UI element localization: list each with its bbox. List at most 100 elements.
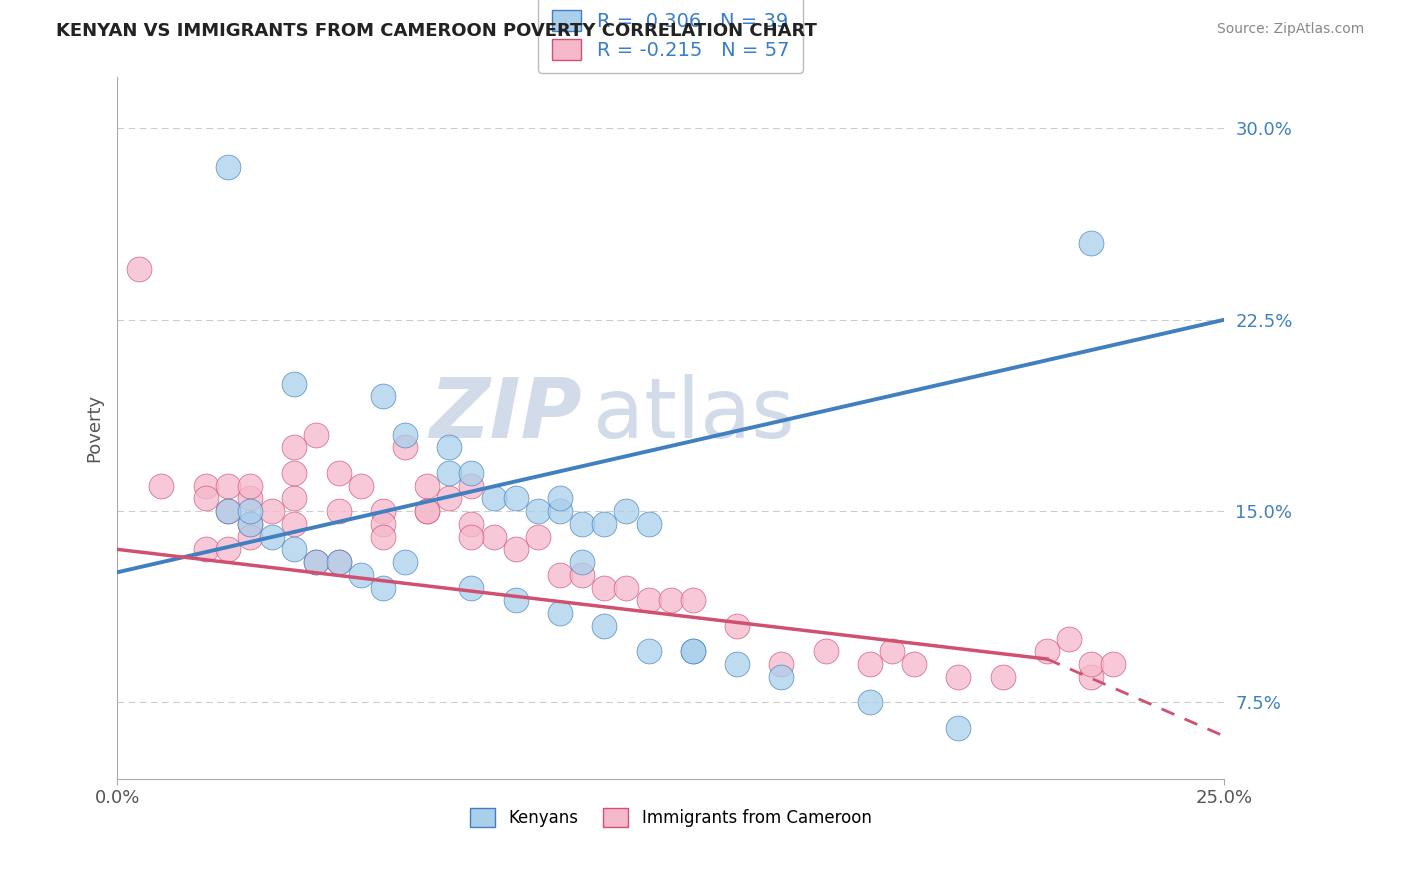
Point	[416, 504, 439, 518]
Point	[439, 440, 461, 454]
Point	[460, 516, 482, 531]
Point	[328, 504, 350, 518]
Point	[880, 644, 903, 658]
Point	[371, 581, 394, 595]
Point	[770, 657, 793, 672]
Point	[439, 491, 461, 506]
Point	[150, 478, 173, 492]
Point	[859, 657, 882, 672]
Point	[593, 516, 616, 531]
Point	[725, 619, 748, 633]
Point	[371, 530, 394, 544]
Point	[814, 644, 837, 658]
Point	[1080, 670, 1102, 684]
Point	[482, 491, 505, 506]
Point	[350, 478, 373, 492]
Point	[371, 389, 394, 403]
Point	[128, 261, 150, 276]
Point	[505, 593, 527, 607]
Point	[305, 555, 328, 569]
Point	[394, 555, 416, 569]
Point	[682, 593, 704, 607]
Point	[505, 491, 527, 506]
Point	[991, 670, 1014, 684]
Point	[194, 491, 217, 506]
Point	[371, 516, 394, 531]
Point	[328, 555, 350, 569]
Point	[239, 504, 262, 518]
Legend: Kenyans, Immigrants from Cameroon: Kenyans, Immigrants from Cameroon	[463, 802, 879, 834]
Point	[239, 516, 262, 531]
Point	[239, 491, 262, 506]
Point	[614, 581, 637, 595]
Point	[725, 657, 748, 672]
Point	[460, 478, 482, 492]
Point	[770, 670, 793, 684]
Point	[571, 516, 593, 531]
Point	[194, 542, 217, 557]
Point	[262, 530, 284, 544]
Point	[305, 555, 328, 569]
Point	[571, 567, 593, 582]
Point	[460, 466, 482, 480]
Point	[283, 440, 305, 454]
Point	[283, 376, 305, 391]
Point	[328, 555, 350, 569]
Point	[527, 504, 550, 518]
Point	[394, 440, 416, 454]
Point	[571, 555, 593, 569]
Text: Source: ZipAtlas.com: Source: ZipAtlas.com	[1216, 22, 1364, 37]
Point	[217, 504, 239, 518]
Point	[859, 695, 882, 709]
Point	[659, 593, 682, 607]
Text: atlas: atlas	[593, 374, 794, 455]
Point	[217, 478, 239, 492]
Point	[482, 530, 505, 544]
Point	[350, 567, 373, 582]
Point	[217, 542, 239, 557]
Point	[194, 478, 217, 492]
Point	[548, 504, 571, 518]
Point	[593, 619, 616, 633]
Point	[1102, 657, 1125, 672]
Point	[1036, 644, 1059, 658]
Point	[328, 466, 350, 480]
Point	[305, 427, 328, 442]
Point	[527, 530, 550, 544]
Point	[593, 581, 616, 595]
Point	[239, 516, 262, 531]
Point	[1057, 632, 1080, 646]
Point	[439, 466, 461, 480]
Point	[1080, 657, 1102, 672]
Point	[283, 516, 305, 531]
Point	[394, 427, 416, 442]
Point	[217, 160, 239, 174]
Text: ZIP: ZIP	[429, 374, 582, 455]
Point	[460, 530, 482, 544]
Point	[416, 504, 439, 518]
Text: KENYAN VS IMMIGRANTS FROM CAMEROON POVERTY CORRELATION CHART: KENYAN VS IMMIGRANTS FROM CAMEROON POVER…	[56, 22, 817, 40]
Point	[416, 478, 439, 492]
Point	[548, 491, 571, 506]
Point	[283, 542, 305, 557]
Point	[460, 581, 482, 595]
Point	[548, 567, 571, 582]
Point	[283, 466, 305, 480]
Point	[637, 516, 659, 531]
Point	[682, 644, 704, 658]
Point	[239, 530, 262, 544]
Point	[682, 644, 704, 658]
Point	[548, 606, 571, 620]
Point	[217, 504, 239, 518]
Y-axis label: Poverty: Poverty	[86, 394, 103, 462]
Point	[371, 504, 394, 518]
Point	[948, 670, 970, 684]
Point	[262, 504, 284, 518]
Point	[637, 644, 659, 658]
Point	[1080, 236, 1102, 251]
Point	[283, 491, 305, 506]
Point	[239, 478, 262, 492]
Point	[637, 593, 659, 607]
Point	[948, 721, 970, 735]
Point	[505, 542, 527, 557]
